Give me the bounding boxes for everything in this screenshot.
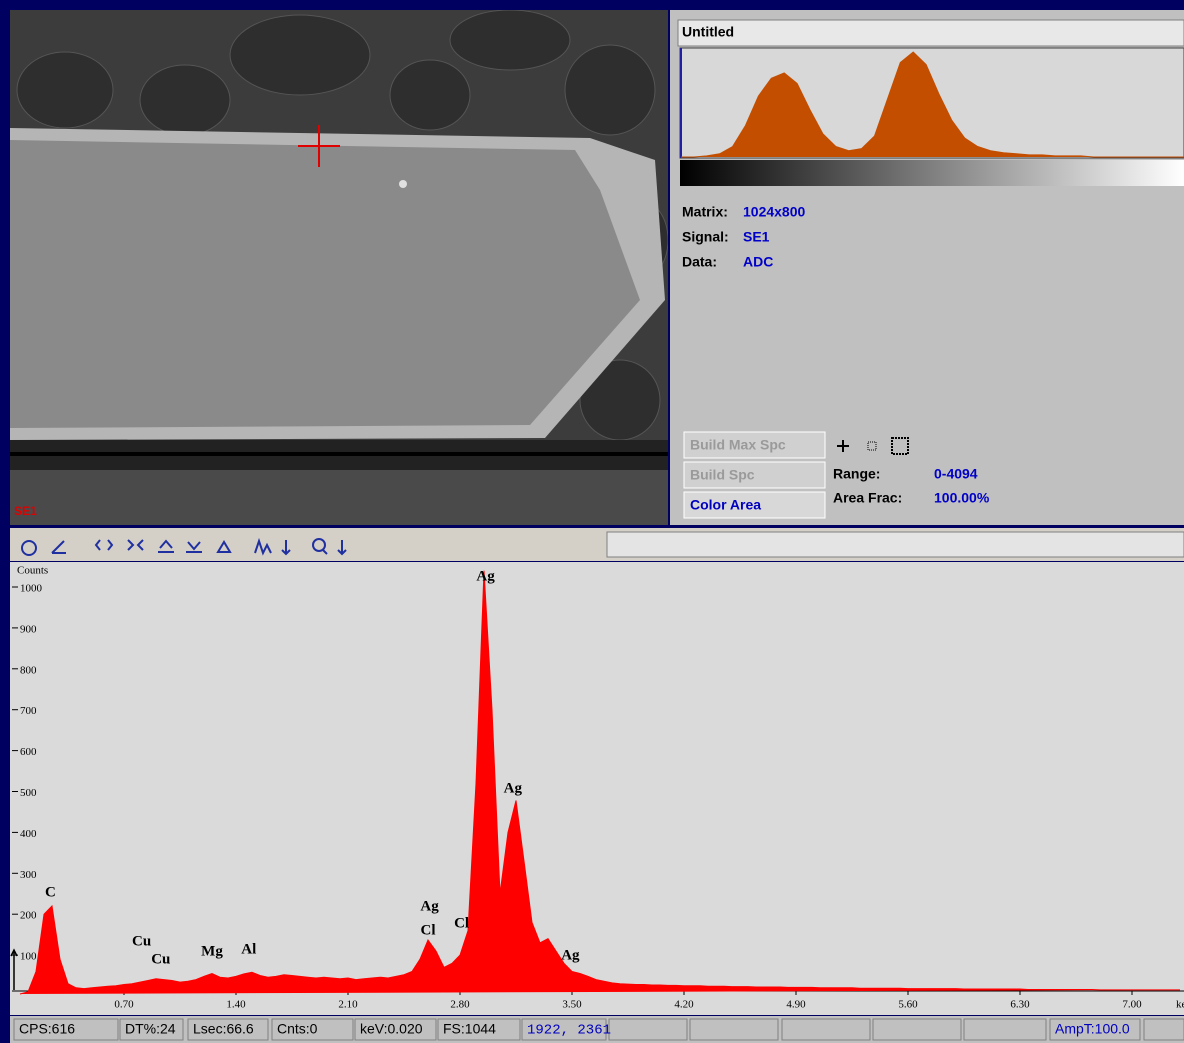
status-text: Lsec:66.6: [193, 1021, 254, 1037]
peak-label: Cu: [151, 951, 170, 967]
title-box: [678, 20, 1184, 46]
y-tick-label: 300: [20, 869, 37, 881]
button[interactable]: Color Area: [684, 492, 825, 518]
peak-label: Cl: [421, 922, 436, 938]
y-tick-label: 900: [20, 623, 37, 635]
y-tick-label: 800: [20, 664, 37, 676]
status-field: [873, 1019, 961, 1040]
status-text: keV:0.020: [360, 1021, 423, 1037]
info-value: SE1: [743, 229, 770, 245]
peak-label: Ag: [476, 569, 495, 585]
range-value: 0-4094: [934, 466, 978, 482]
button[interactable]: Build Spc: [684, 462, 825, 488]
sample-body: [10, 140, 640, 428]
peak-label: Ag: [504, 780, 523, 796]
area-frac-label: Area Frac:: [833, 490, 902, 506]
y-tick-label: 600: [20, 746, 37, 758]
gray-scale-bar: [680, 160, 1184, 186]
area-frac-value: 100.00%: [934, 490, 990, 506]
status-field: [964, 1019, 1046, 1040]
peak-label: C: [45, 884, 56, 900]
sem-image: SE1: [10, 10, 668, 525]
speck: [399, 180, 407, 188]
peak-label: Mg: [201, 943, 223, 959]
y-tick-label: 200: [20, 910, 37, 922]
status-text: DT%:24: [125, 1021, 176, 1037]
button[interactable]: Build Max Spc: [684, 432, 825, 458]
x-tick-label: 1.40: [226, 999, 246, 1011]
x-axis-label: keV: [1176, 999, 1184, 1011]
range-label: Range:: [833, 466, 880, 482]
x-tick-label: 7.00: [1122, 999, 1142, 1011]
x-tick-label: 2.80: [450, 999, 470, 1011]
image-label: SE1: [14, 504, 37, 518]
status-text: AmpT:100.0: [1055, 1021, 1130, 1037]
y-axis-label: Counts: [17, 565, 48, 577]
y-tick-label: 1000: [20, 583, 43, 595]
y-tick-label: 100: [20, 951, 37, 963]
status-text: CPS:616: [19, 1021, 75, 1037]
info-label: Data:: [682, 254, 717, 270]
info-value: ADC: [743, 254, 773, 270]
peak-label: Cu: [132, 933, 151, 949]
status-field: [782, 1019, 870, 1040]
x-tick-label: 4.20: [674, 999, 694, 1011]
peak-label: Al: [241, 942, 256, 958]
spectrum-area: [10, 562, 1184, 1015]
peak-label: Ag: [420, 898, 439, 914]
toolbar-field: [607, 532, 1184, 557]
status-field: [1144, 1019, 1184, 1040]
y-tick-label: 700: [20, 705, 37, 717]
mount: [10, 470, 668, 525]
x-tick-label: 2.10: [338, 999, 358, 1011]
x-tick-label: 3.50: [562, 999, 582, 1011]
peak-label: Cl: [454, 915, 469, 931]
status-fields: CPS:616 DT%:24 Lsec:66.6 Cnts:0 keV:0.020 FS:…: [14, 1019, 1184, 1040]
button-label: Build Spc: [690, 467, 755, 483]
y-tick-label: 500: [20, 787, 37, 799]
status-text: FS:1044: [443, 1021, 496, 1037]
x-tick-label: 6.30: [1010, 999, 1030, 1011]
app-window: SE1 Untitled Matrix: 1024x800 Signal: SE…: [0, 0, 1184, 1043]
info-label: Matrix:: [682, 204, 728, 220]
status-field: [690, 1019, 778, 1040]
status-field: [609, 1019, 687, 1040]
status-text: 1922, 2361: [527, 1023, 611, 1039]
peak-label: Ag: [561, 947, 580, 963]
info-label: Signal:: [682, 229, 729, 245]
x-tick-label: 5.60: [898, 999, 918, 1011]
button-label: Color Area: [690, 497, 761, 513]
info-value: 1024x800: [743, 204, 806, 220]
y-tick-label: 400: [20, 828, 37, 840]
status-text: Cnts:0: [277, 1021, 318, 1037]
button-label: Build Max Spc: [690, 437, 786, 453]
x-tick-label: 0.70: [114, 999, 134, 1011]
sample-crack: [10, 452, 668, 456]
panel-title: Untitled: [682, 24, 734, 40]
x-tick-label: 4.90: [786, 999, 806, 1011]
